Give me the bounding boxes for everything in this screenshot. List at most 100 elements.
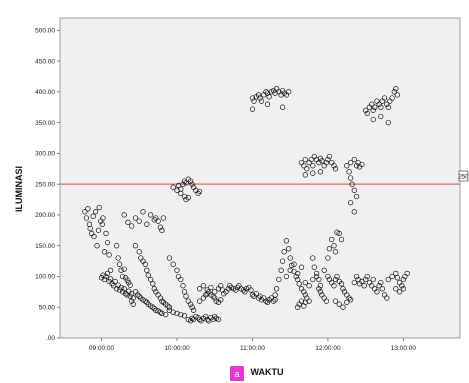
data-point	[121, 286, 127, 292]
data-point	[155, 218, 161, 224]
data-point	[296, 281, 302, 287]
data-point	[272, 292, 278, 298]
data-point	[317, 289, 324, 295]
data-point	[323, 298, 330, 304]
data-point	[203, 292, 209, 298]
data-point	[332, 298, 339, 304]
data-point	[323, 159, 330, 166]
data-point	[378, 279, 384, 286]
data-point	[257, 95, 263, 101]
data-point	[308, 156, 314, 163]
data-point	[344, 163, 350, 169]
data-point	[130, 295, 136, 301]
data-point	[121, 266, 127, 272]
data-point	[166, 304, 173, 310]
data-point	[170, 184, 176, 190]
data-point	[364, 273, 370, 280]
data-point	[234, 284, 241, 291]
data-point	[295, 270, 301, 277]
data-point	[286, 89, 292, 95]
data-point	[135, 292, 141, 298]
plot-area	[59, 17, 461, 339]
data-point	[150, 281, 156, 287]
data-point	[399, 283, 405, 289]
data-point	[100, 215, 106, 221]
data-point	[174, 187, 180, 193]
y-tick-label: 500.00	[35, 28, 55, 35]
data-point	[83, 215, 90, 221]
data-point	[178, 311, 184, 318]
data-point	[85, 206, 91, 212]
data-point	[183, 293, 189, 299]
data-point	[302, 292, 308, 298]
data-point	[400, 286, 407, 292]
data-point	[212, 295, 218, 301]
data-point	[189, 181, 195, 187]
data-point	[319, 158, 325, 164]
data-point	[190, 307, 197, 313]
data-point	[325, 156, 331, 163]
data-point	[157, 309, 164, 315]
data-point	[140, 209, 146, 215]
data-point	[178, 190, 184, 197]
data-point	[287, 267, 293, 273]
data-point	[283, 273, 290, 280]
data-point	[331, 163, 337, 169]
data-point	[159, 227, 165, 233]
data-point	[313, 270, 320, 277]
data-point	[332, 166, 339, 172]
data-point	[317, 169, 324, 175]
data-point	[121, 212, 127, 218]
data-point	[370, 116, 376, 123]
data-point	[301, 289, 307, 295]
data-point	[170, 261, 176, 267]
data-point	[353, 163, 360, 169]
data-point	[266, 94, 272, 100]
data-point	[384, 101, 390, 107]
data-point	[187, 301, 194, 307]
data-point	[316, 276, 322, 283]
data-point	[170, 309, 176, 315]
data-point	[116, 261, 123, 267]
data-point	[346, 295, 352, 301]
data-point	[95, 227, 102, 233]
data-point	[293, 273, 299, 280]
data-point	[174, 310, 180, 317]
data-point	[147, 212, 154, 218]
data-point	[298, 298, 305, 304]
data-point	[310, 255, 316, 261]
data-point	[369, 283, 375, 289]
data-point	[351, 156, 357, 163]
data-point	[273, 286, 280, 292]
data-point	[130, 301, 136, 307]
data-point	[157, 295, 164, 301]
data-point	[160, 215, 167, 221]
data-point	[180, 181, 186, 187]
x-tick-label: 09:00:00	[89, 345, 115, 352]
data-point	[264, 101, 271, 107]
data-point	[384, 295, 390, 301]
data-point	[129, 223, 135, 229]
data-point	[326, 153, 333, 160]
data-point	[302, 172, 308, 178]
data-point	[145, 272, 151, 278]
data-point	[316, 286, 322, 292]
data-point	[215, 316, 222, 323]
data-point	[310, 163, 316, 169]
data-point	[99, 221, 105, 227]
data-point	[391, 89, 397, 95]
data-point	[212, 289, 218, 295]
data-point	[157, 224, 164, 230]
data-point	[302, 156, 308, 163]
data-point	[218, 297, 224, 303]
data-point	[196, 286, 203, 292]
data-point	[240, 287, 247, 293]
data-point	[369, 101, 375, 107]
data-point	[103, 273, 109, 280]
y-tick-label: .00	[46, 335, 55, 342]
data-point	[183, 180, 189, 186]
data-point	[101, 249, 108, 255]
data-point	[104, 239, 111, 246]
data-point	[151, 305, 157, 312]
